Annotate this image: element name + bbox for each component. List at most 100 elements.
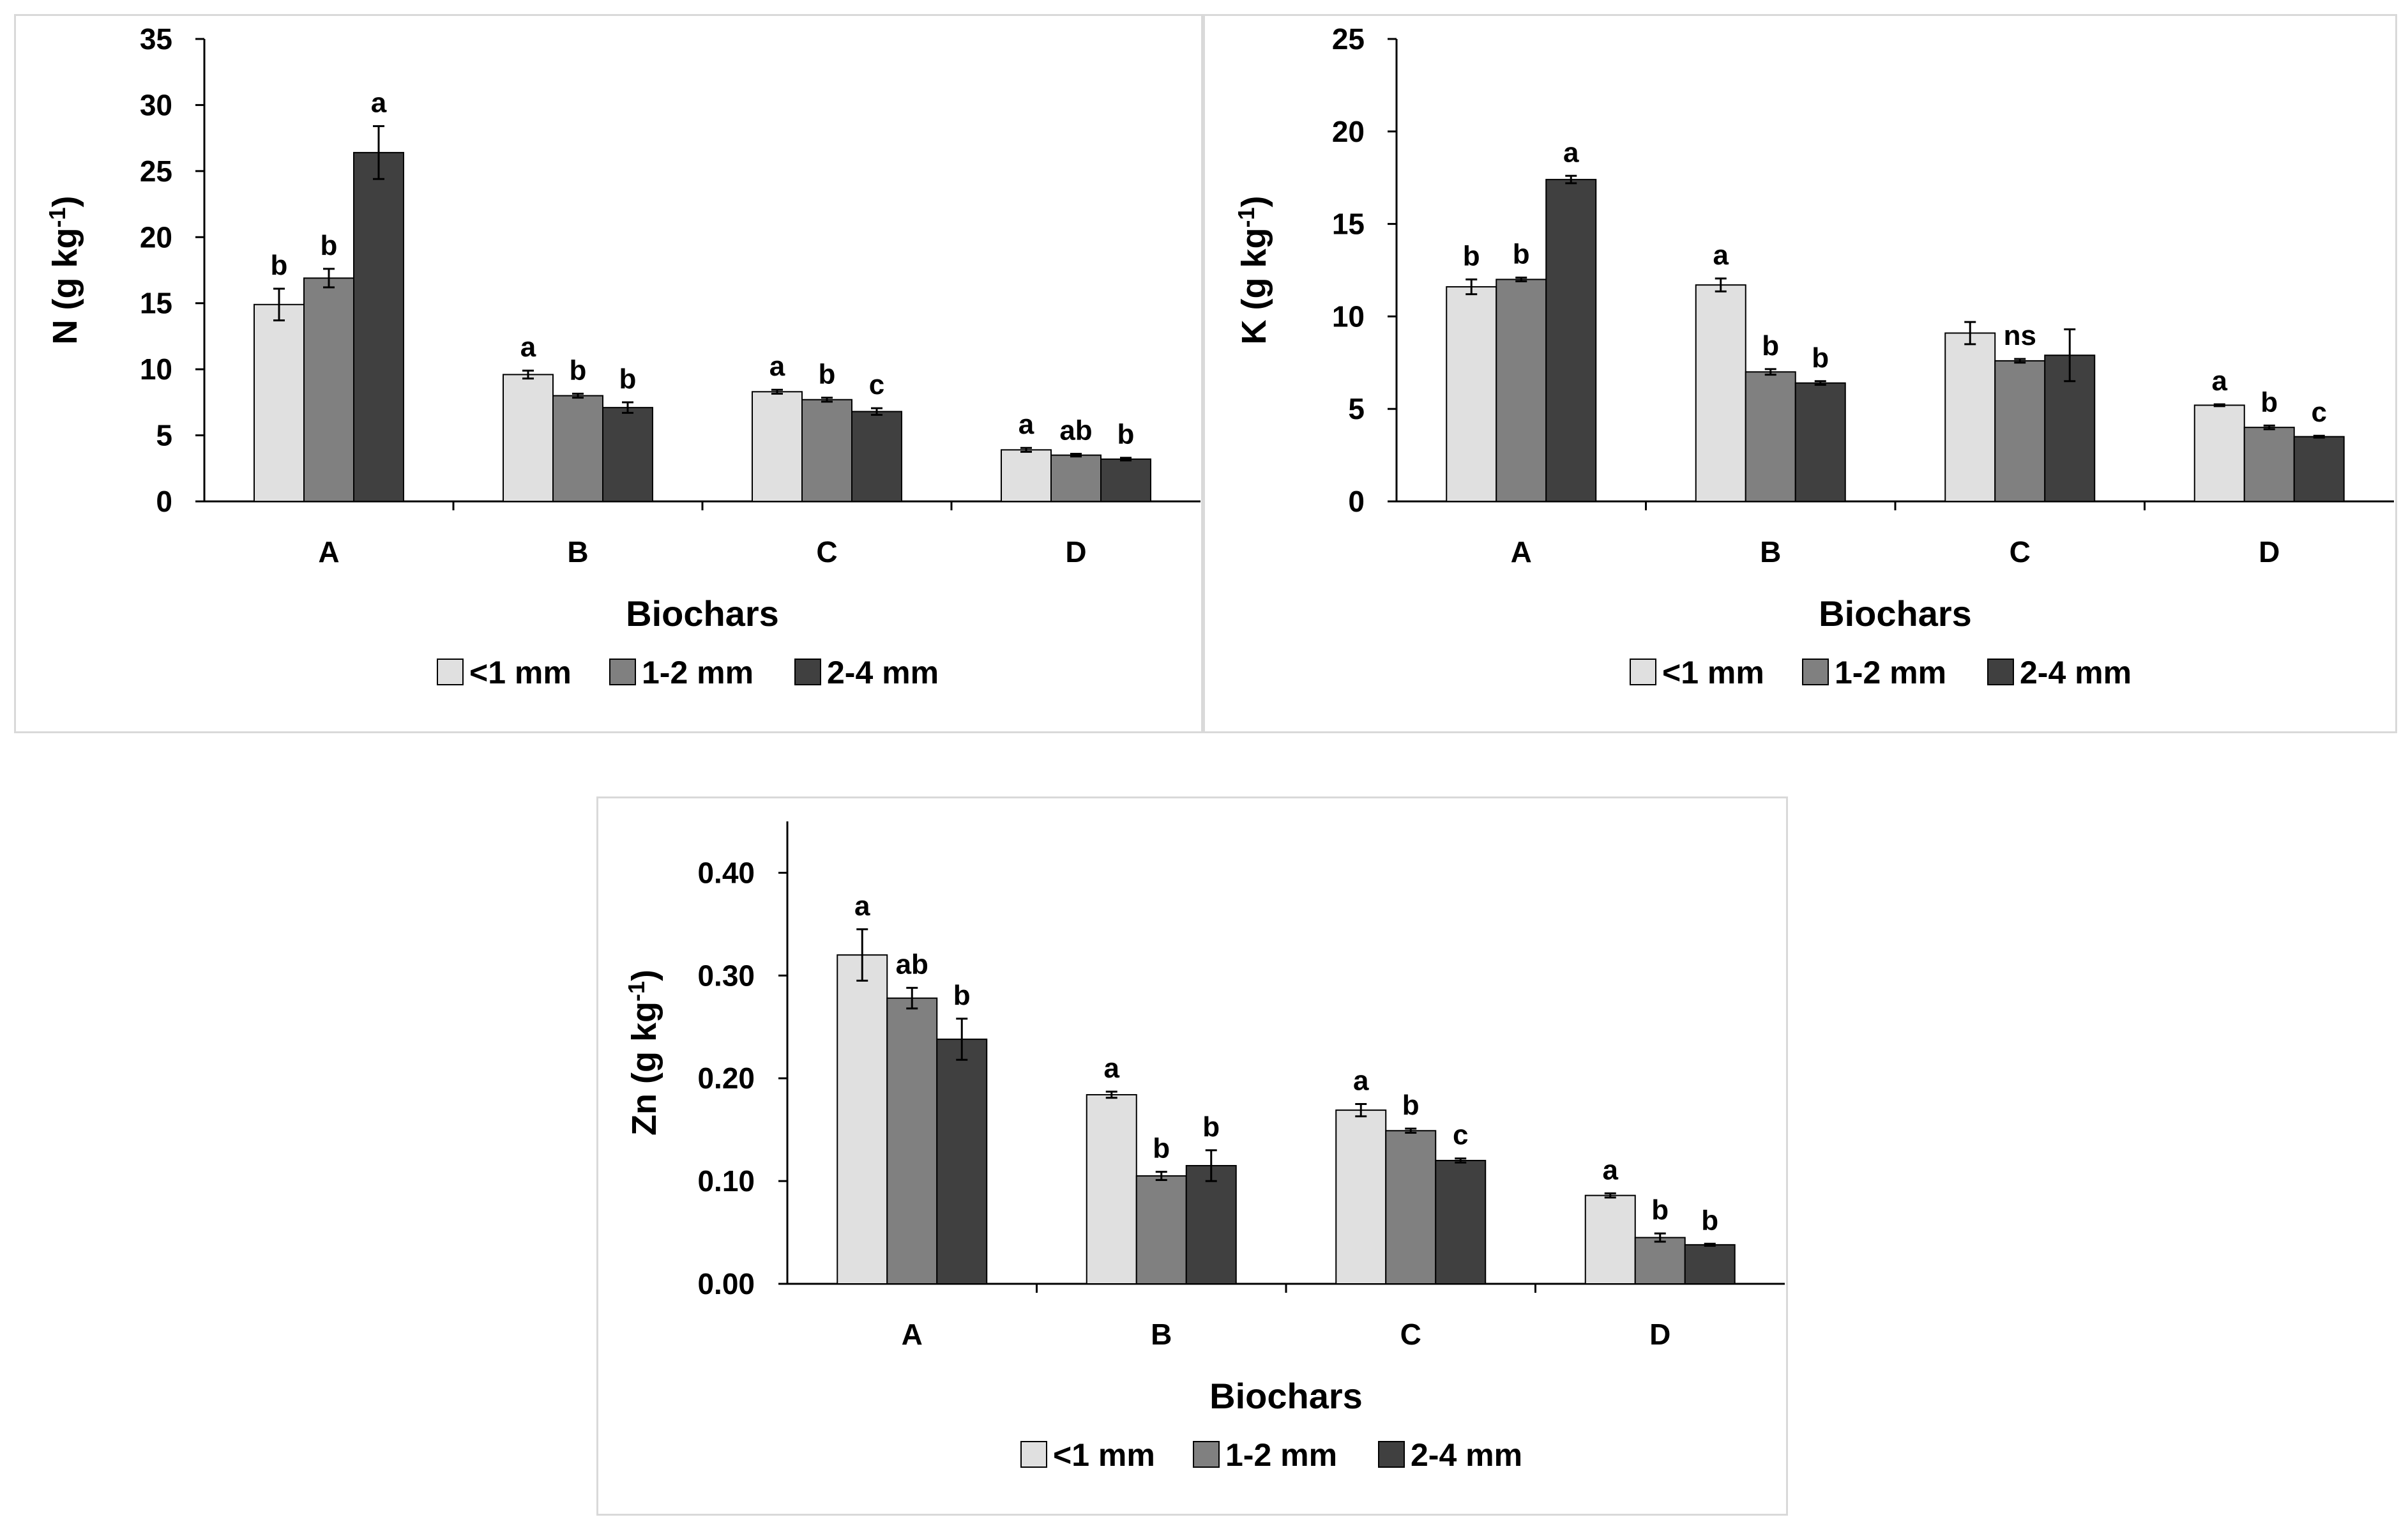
n-bar xyxy=(552,395,603,502)
zn-significance-label: b xyxy=(1651,1194,1669,1226)
zn-bar xyxy=(1135,1175,1187,1284)
n-significance-label: b xyxy=(271,250,288,281)
k-x-axis-title: Biochars xyxy=(1819,593,1972,634)
zn-significance-label: a xyxy=(1104,1053,1120,1084)
zn-bar xyxy=(936,1039,988,1284)
n-y-axis-title: N (g kg-1) xyxy=(44,196,84,345)
k-bar xyxy=(1944,332,1996,502)
k-y-tick-label: 15 xyxy=(1332,208,1365,241)
n-y-tick-label: 25 xyxy=(140,155,172,188)
k-bar xyxy=(1994,360,2046,502)
n-significance-label: c xyxy=(869,369,884,400)
zn-bar xyxy=(886,997,938,1284)
zn-y-tick-label: 0.10 xyxy=(697,1164,755,1198)
k-y-tick-label: 10 xyxy=(1332,300,1365,333)
n-y-tick-label: 10 xyxy=(140,353,172,386)
n-bar xyxy=(254,303,305,502)
zn-y-tick-label: 0.40 xyxy=(697,856,755,889)
k-bar xyxy=(2243,427,2295,502)
zn-category-label: D xyxy=(1649,1318,1670,1351)
zn-bar xyxy=(1435,1159,1487,1285)
n-legend-label: <1 mm xyxy=(469,655,572,690)
k-bar xyxy=(1745,371,1796,503)
n-bar xyxy=(602,407,653,502)
zn-bar xyxy=(1634,1237,1686,1284)
zn-significance-label: b xyxy=(1202,1111,1220,1143)
k-bar xyxy=(2293,436,2345,503)
n-significance-label: a xyxy=(769,351,785,382)
zn-significance-label: b xyxy=(1153,1133,1170,1164)
n-bar xyxy=(503,374,554,502)
n-legend-label: 1-2 mm xyxy=(642,655,753,690)
zn-category-label: B xyxy=(1151,1318,1172,1351)
n-category-label: C xyxy=(816,535,837,568)
n-y-tick-label: 5 xyxy=(156,419,172,452)
zn-y-tick-label: 0.00 xyxy=(697,1267,755,1300)
n-bar xyxy=(1100,458,1151,503)
n-significance-label: b xyxy=(570,354,587,386)
n-significance-label: a xyxy=(1018,409,1034,440)
zn-bar xyxy=(1584,1194,1636,1284)
zn-significance-label: b xyxy=(1701,1205,1718,1236)
n-bar xyxy=(303,277,354,502)
n-bar xyxy=(1050,454,1102,502)
n-significance-label: b xyxy=(819,359,836,390)
n-legend-swatch xyxy=(437,659,464,685)
n-bar xyxy=(801,399,852,502)
zn-bar xyxy=(1385,1130,1437,1285)
k-significance-label: c xyxy=(2312,397,2327,428)
zn-category-label: A xyxy=(902,1318,923,1351)
n-bar xyxy=(1001,449,1052,503)
zn-y-tick-label: 0.30 xyxy=(697,959,755,992)
k-significance-label: b xyxy=(1513,239,1530,270)
k-significance-label: b xyxy=(1812,342,1829,374)
zn-bar xyxy=(1684,1244,1736,1285)
k-bar xyxy=(1545,179,1597,502)
zn-legend-swatch xyxy=(1020,1441,1047,1468)
k-bar xyxy=(2193,404,2245,503)
zn-significance-label: b xyxy=(953,980,971,1011)
zn-bar xyxy=(1086,1093,1137,1284)
k-legend-label: 2-4 mm xyxy=(2020,655,2132,690)
k-bar xyxy=(1794,382,1846,502)
k-significance-label: b xyxy=(2260,386,2278,418)
n-category-label: D xyxy=(1065,535,1086,568)
zn-significance-label: c xyxy=(1453,1120,1468,1151)
n-y-tick-label: 15 xyxy=(140,287,172,320)
k-y-tick-label: 20 xyxy=(1332,115,1365,148)
zn-significance-label: a xyxy=(1603,1154,1619,1185)
k-bar xyxy=(1695,284,1746,502)
k-significance-label: a xyxy=(1713,240,1729,271)
k-y-axis-title: K (g kg-1) xyxy=(1233,196,1273,345)
k-significance-label: b xyxy=(1463,240,1480,271)
n-legend-swatch xyxy=(609,659,636,685)
zn-significance-label: ab xyxy=(896,949,928,980)
n-significance-label: a xyxy=(371,88,387,119)
k-y-tick-label: 0 xyxy=(1348,485,1365,518)
n-bar xyxy=(851,411,902,503)
n-significance-label: b xyxy=(619,363,637,395)
k-significance-label: b xyxy=(1762,330,1779,362)
n-legend-swatch xyxy=(794,659,821,685)
zn-significance-label: a xyxy=(854,890,870,922)
zn-category-label: C xyxy=(1400,1318,1421,1351)
k-y-tick-label: 5 xyxy=(1348,392,1365,425)
k-category-label: D xyxy=(2259,535,2280,568)
zn-legend-label: <1 mm xyxy=(1053,1437,1155,1473)
n-x-axis-title: Biochars xyxy=(626,593,779,634)
zn-legend-swatch xyxy=(1193,1441,1220,1468)
zn-y-tick-label: 0.20 xyxy=(697,1062,755,1095)
zn-significance-label: a xyxy=(1353,1065,1369,1096)
n-category-label: B xyxy=(567,535,588,568)
n-y-tick-label: 35 xyxy=(140,22,172,56)
n-legend-label: 2-4 mm xyxy=(827,655,939,690)
zn-bar xyxy=(1335,1109,1387,1284)
n-y-tick-label: 30 xyxy=(140,88,172,121)
zn-bar xyxy=(837,954,888,1284)
k-legend-label: 1-2 mm xyxy=(1835,655,1946,690)
